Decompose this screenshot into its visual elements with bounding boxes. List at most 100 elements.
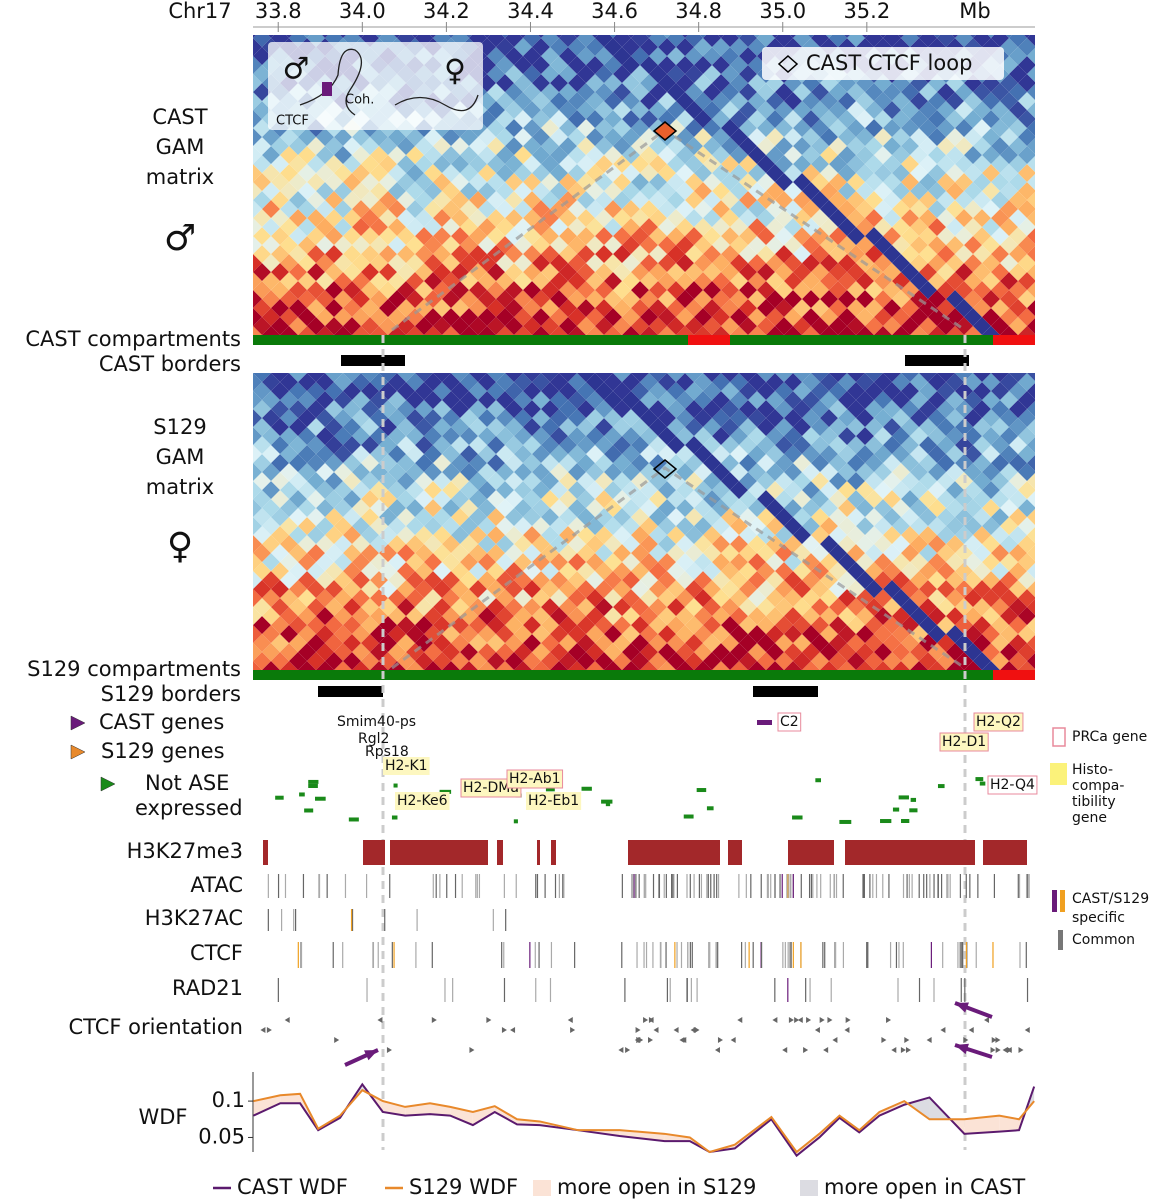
ctcf-motif: [845, 1017, 851, 1023]
matrix-label: matrix: [146, 165, 214, 189]
matrix-cell: [901, 373, 919, 382]
gene-mark: [439, 789, 452, 794]
ctcf-motif: [788, 1017, 794, 1023]
matrix-cell: [703, 373, 721, 382]
matrix-label: S129: [153, 415, 206, 439]
ctcf-motif: [730, 1037, 736, 1043]
matrix-cell: [1027, 174, 1035, 190]
matrix-cell: [1027, 509, 1035, 525]
h3k27me3-peak: [537, 840, 540, 865]
matrix-cell: [520, 35, 526, 38]
matrix-cell: [253, 643, 262, 661]
matrix-cell: [1018, 308, 1035, 326]
matrix-cell: [358, 35, 364, 38]
matrix-cell: [766, 661, 784, 670]
matrix-cell: [1027, 84, 1035, 100]
h3k27me3-peak: [845, 840, 975, 865]
matrix-cell: [664, 35, 670, 38]
ctcf-motif: [940, 1027, 946, 1033]
gene-label: H2-Q2: [976, 714, 1021, 730]
matrix-cell: [838, 355, 856, 373]
matrix-cell: [613, 373, 631, 382]
matrix-cell: [235, 119, 253, 137]
matrix-cell: [646, 35, 652, 38]
matrix-cell: [478, 355, 496, 373]
matrix-cell: [394, 35, 400, 38]
matrix-cell: [604, 661, 622, 670]
matrix-cell: [1027, 383, 1035, 399]
female-symbol: ♀: [444, 54, 466, 89]
matrix-cell: [757, 373, 775, 382]
ctcf-motif: [827, 1017, 833, 1023]
matrix-cell: [322, 35, 328, 38]
matrix-cell: [235, 281, 253, 299]
matrix-cell: [334, 661, 352, 670]
inset-box: [268, 42, 483, 130]
matrix-cell: [577, 35, 595, 47]
matrix-cell: [676, 326, 694, 335]
c2-gene: [757, 720, 772, 725]
male-symbol: ♂: [283, 52, 310, 87]
matrix-cell: [343, 35, 361, 47]
matrix-cell: [1018, 409, 1035, 427]
matrix-cell: [1018, 290, 1035, 308]
gene-mark: [348, 817, 359, 822]
matrix-cell: [586, 661, 604, 670]
x-tick-label: 34.6: [591, 0, 638, 23]
gene-row-marker: [100, 776, 116, 792]
matrix-cell: [253, 272, 262, 290]
matrix-cell: [1018, 391, 1035, 409]
matrix-cell: [235, 83, 253, 101]
wdf-line: [253, 1082, 1036, 1158]
ctcf-motif: [1018, 1047, 1024, 1053]
matrix-cell: [622, 661, 640, 670]
matrix-cell: [226, 445, 244, 463]
legend-swatch: [800, 1180, 818, 1196]
matrix-cell: [1027, 120, 1035, 136]
h3k27me3-peak: [363, 840, 385, 865]
matrix-cell: [640, 326, 658, 335]
matrix-cell: [226, 463, 244, 481]
matrix-cell: [640, 661, 658, 670]
border-bar: [905, 355, 969, 366]
matrix-cell: [253, 128, 262, 146]
matrix-cell: [1027, 264, 1035, 280]
matrix-cell: [748, 326, 766, 335]
ctcf-motif: [963, 1037, 969, 1043]
ctcf-motif: [1024, 1027, 1030, 1033]
matrix-cell: [754, 35, 760, 38]
matrix-cell: [280, 661, 298, 670]
track-label: CTCF: [190, 941, 243, 965]
x-tick-label: 34.2: [423, 0, 470, 23]
matrix-cell: [1018, 146, 1035, 164]
matrix-cell: [928, 661, 946, 670]
matrix-cell: [730, 355, 748, 373]
matrix-cell: [550, 661, 568, 670]
matrix-cell: [253, 290, 262, 308]
matrix-cell: [1018, 164, 1035, 182]
gene-mark: [880, 819, 892, 824]
matrix-cell: [595, 373, 613, 382]
matrix-cell: [298, 661, 316, 670]
matrix-cell: [1018, 326, 1035, 335]
gene-box: [506, 769, 564, 789]
matrix-cell: [613, 35, 631, 47]
ctcf-motif: [431, 1017, 437, 1023]
gene-mark: [391, 815, 398, 820]
ctcf-motif: [266, 1027, 272, 1033]
matrix-cell: [856, 661, 874, 670]
matrix-cell: [730, 661, 748, 670]
matrix-cell: [235, 299, 253, 317]
matrix-cell: [1018, 427, 1035, 445]
matrix-cell: [838, 661, 856, 670]
matrix-cell: [523, 373, 541, 382]
matrix-cell: [847, 35, 865, 47]
matrix-cell: [874, 661, 892, 670]
matrix-cell: [226, 290, 244, 308]
matrix-cell: [784, 355, 802, 373]
matrix-cell: [289, 35, 307, 47]
ctcf-motif: [570, 1027, 576, 1033]
matrix-cell: [226, 92, 244, 110]
track-label: H3K27me3: [127, 839, 243, 863]
